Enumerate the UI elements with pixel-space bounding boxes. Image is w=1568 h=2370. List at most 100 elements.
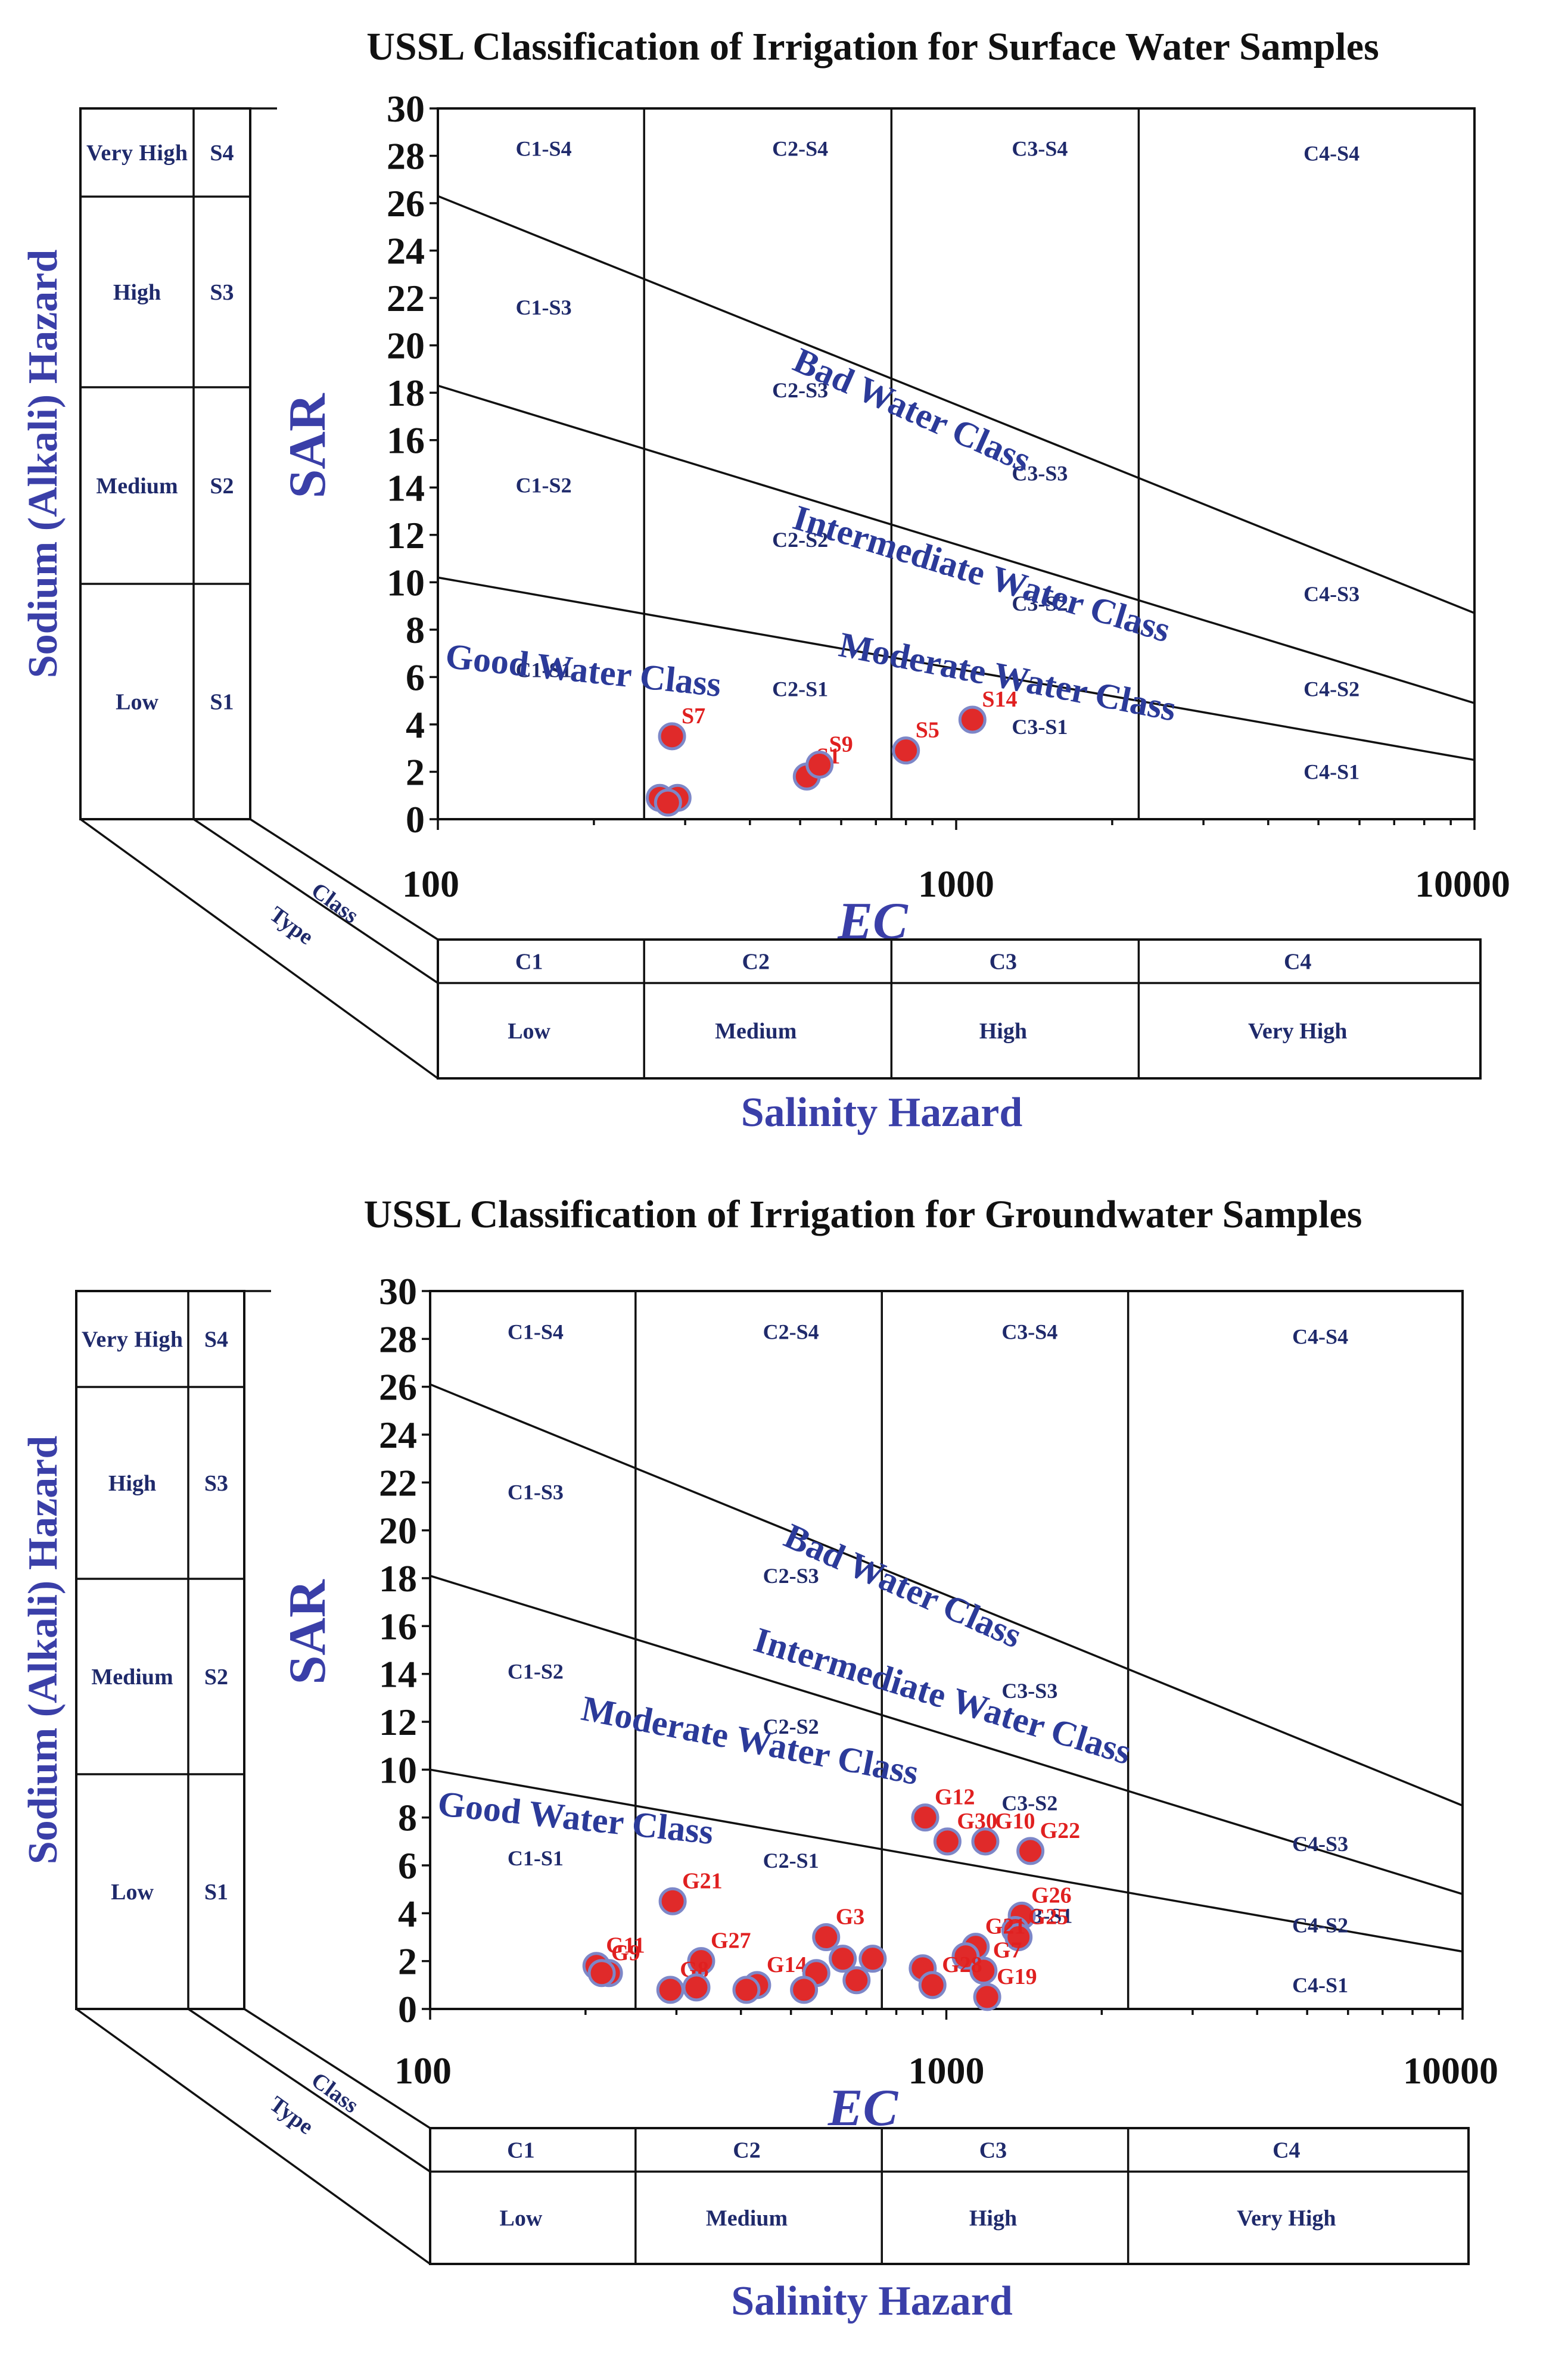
- region-label: C3-S2: [1012, 592, 1068, 615]
- region-label: C1-S1: [516, 658, 572, 682]
- plot-area: [437, 107, 1476, 820]
- region-label: C1-S3: [516, 296, 572, 319]
- class-label: Class: [307, 2067, 363, 2118]
- region-label: C4-S1: [1303, 760, 1359, 783]
- boundary-line: [430, 1575, 1463, 1895]
- salinity-hazard-title: Salinity Hazard: [741, 1090, 1023, 1136]
- salinity-class-name: High: [979, 1019, 1027, 1044]
- salinity-class-name: Very High: [1237, 2206, 1336, 2231]
- y-tick-label: 18: [379, 1557, 417, 1600]
- salinity-class-name: Medium: [706, 2206, 788, 2231]
- sodium-class-code: S4: [204, 1327, 228, 1352]
- y-tick-label: 26: [387, 182, 425, 225]
- sodium-class-code: S1: [204, 1880, 228, 1905]
- region-label: C1-S2: [516, 473, 572, 497]
- data-point-label: G28: [942, 1952, 982, 1977]
- region-label: C2-S3: [772, 378, 828, 402]
- region-label: C2-S1: [763, 1849, 819, 1873]
- data-point: [1016, 1837, 1045, 1865]
- data-point: [587, 1959, 616, 1988]
- data-point: [971, 1827, 1000, 1856]
- boundary-line: [430, 1768, 1463, 1953]
- region-label: C2-S4: [763, 1320, 819, 1343]
- data-point-label: G9: [611, 1940, 640, 1965]
- chart-panel-1: USSL Classification of Irrigation for Su…: [20, 25, 1510, 1136]
- sodium-class-name: Very High: [86, 141, 188, 166]
- region-label: C2-S2: [772, 528, 828, 552]
- data-point-label: S14: [982, 687, 1017, 712]
- sodium-class-name: Low: [111, 1880, 154, 1905]
- y-tick-label: 0: [398, 1988, 417, 2030]
- data-point: [687, 1947, 715, 1976]
- data-point: [654, 788, 682, 817]
- sodium-table: [79, 107, 251, 820]
- y-tick-label: 28: [379, 1318, 417, 1360]
- type-label: Type: [265, 901, 318, 950]
- y-tick-label: 2: [398, 1940, 417, 1983]
- plot-area: [429, 1290, 1464, 2010]
- y-tick-label: 16: [379, 1605, 417, 1647]
- sodium-table: [75, 1290, 245, 2010]
- sodium-hazard-title: Sodium (Alkali) Hazard: [20, 250, 66, 679]
- sodium-class-name: High: [108, 1471, 156, 1496]
- x-tick-label: 10000: [1415, 863, 1510, 905]
- region-label: C3-S2: [1001, 1792, 1057, 1815]
- region-label: C1-S4: [508, 1320, 564, 1343]
- y-tick-label: 8: [406, 609, 425, 651]
- data-point-label: G21: [682, 1868, 723, 1893]
- y-tick-label: 12: [387, 514, 425, 556]
- region-label: C1-S1: [508, 1846, 564, 1870]
- y-tick-label: 26: [379, 1366, 417, 1408]
- diagonal-connector: [79, 818, 439, 1080]
- data-point-label: S7: [682, 704, 705, 729]
- salinity-class-code: C3: [990, 950, 1017, 975]
- water-class-label: Good Water Class: [436, 1784, 715, 1852]
- salinity-class-code: C4: [1284, 950, 1311, 975]
- data-point-label: S5: [916, 718, 939, 743]
- sodium-class-name: Medium: [91, 1665, 173, 1690]
- data-point-label: G3: [836, 1905, 865, 1930]
- data-point-label: G22: [1040, 1818, 1081, 1843]
- diagonal-connector: [250, 818, 438, 941]
- salinity-table: [429, 2127, 1470, 2265]
- region-label: C2-S1: [772, 677, 828, 701]
- data-point-label: G27: [711, 1929, 751, 1954]
- data-point: [656, 1976, 685, 2004]
- salinity-table: [437, 938, 1482, 1080]
- data-point: [911, 1803, 939, 1832]
- sodium-class-code: S4: [210, 141, 234, 166]
- data-point: [973, 1983, 1001, 2011]
- y-tick-label: 0: [406, 798, 425, 841]
- salinity-class-code: C1: [515, 950, 543, 975]
- data-point-label: G10: [995, 1809, 1035, 1834]
- x-tick-label: 1000: [918, 863, 994, 905]
- y-tick-label: 20: [379, 1510, 417, 1552]
- x-tick-label: 100: [402, 863, 459, 905]
- sodium-class-name: Medium: [96, 474, 178, 499]
- data-point-label: G14: [767, 1952, 807, 1977]
- region-label: C1-S4: [516, 137, 572, 161]
- y-tick-label: 18: [387, 372, 425, 414]
- salinity-class-name: Medium: [715, 1019, 797, 1044]
- x-tick-label: 10000: [1403, 2049, 1498, 2092]
- data-point: [842, 1966, 871, 1995]
- region-label: C1-S3: [508, 1480, 564, 1504]
- boundary-line: [437, 384, 1475, 704]
- data-point: [682, 1973, 711, 2002]
- y-tick-label: 22: [387, 277, 425, 319]
- sodium-class-name: Very High: [82, 1327, 183, 1352]
- sodium-class-name: Low: [116, 690, 158, 715]
- salinity-class-code: C3: [979, 2138, 1007, 2163]
- y-tick-label: 14: [379, 1653, 417, 1696]
- y-tick-label: 8: [398, 1797, 417, 1839]
- boundary-line: [437, 576, 1475, 761]
- y-tick-label: 20: [387, 325, 425, 367]
- data-point: [951, 1942, 980, 1971]
- region-label: C3-S1: [1012, 715, 1068, 739]
- chart-title: USSL Classification of Irrigation for Gr…: [364, 1193, 1362, 1236]
- region-label: C3-S3: [1001, 1679, 1057, 1703]
- chart-title: USSL Classification of Irrigation for Su…: [366, 25, 1379, 69]
- water-class-label: Bad Water Class: [788, 340, 1037, 480]
- sodium-class-code: S1: [210, 690, 234, 715]
- y-axis-title: SAR: [279, 393, 337, 498]
